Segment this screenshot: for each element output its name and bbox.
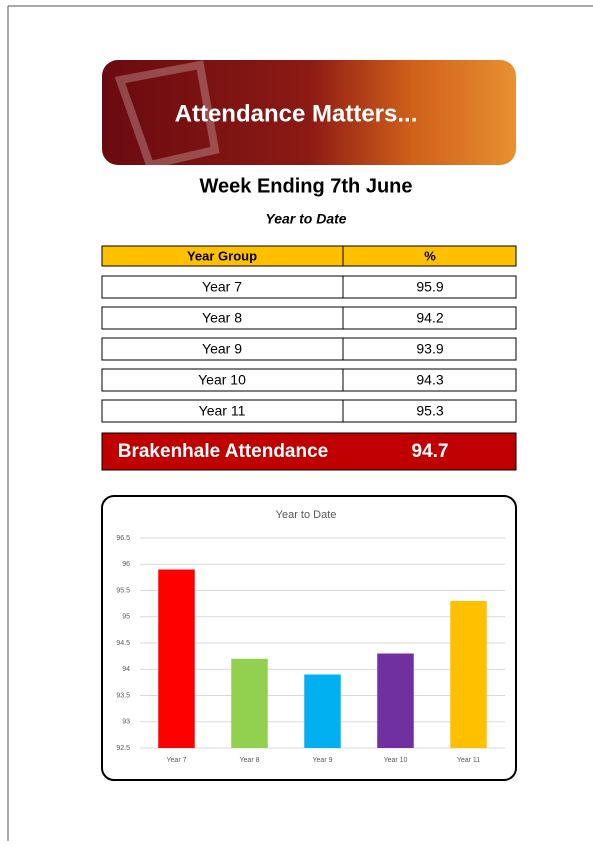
table-header [102, 246, 516, 266]
row-value: 93.9 [416, 341, 443, 357]
subheading: Year to Date [265, 211, 346, 227]
total-value: 94.7 [412, 441, 449, 462]
table-row [102, 338, 516, 360]
y-tick-label: 93.5 [116, 692, 130, 699]
row-label: Year 7 [202, 279, 242, 295]
row-label: Year 11 [199, 403, 246, 419]
table-row [102, 276, 516, 298]
y-tick-label: 95.5 [116, 587, 130, 594]
y-tick-label: 93 [122, 719, 130, 726]
y-tick-label: 96 [122, 561, 130, 568]
row-value: 95.3 [416, 403, 443, 419]
chart-title: Year to Date [276, 509, 337, 521]
table-row [102, 400, 516, 422]
bar [304, 675, 341, 749]
table-row [102, 307, 516, 329]
x-tick-label: Year 11 [457, 757, 480, 764]
header-cell: Year Group [187, 248, 257, 263]
document: Attendance Matters... Week Ending 7th Ju… [0, 0, 593, 841]
y-tick-label: 96.5 [116, 535, 130, 542]
heading: Week Ending 7th June [200, 175, 413, 197]
x-tick-label: Year 8 [240, 757, 260, 764]
y-tick-label: 95 [122, 614, 130, 621]
bar [158, 570, 195, 749]
row-label: Year 9 [202, 341, 242, 357]
row-value: 94.3 [416, 372, 443, 388]
x-tick-label: Year 10 [384, 757, 408, 764]
bar [377, 654, 414, 749]
page: Attendance Matters... Week Ending 7th Ju… [0, 0, 593, 846]
y-tick-label: 94 [122, 666, 130, 673]
total-label: Brakenhale Attendance [118, 441, 328, 462]
row-label: Year 8 [202, 310, 242, 326]
row-value: 95.9 [416, 279, 443, 295]
y-tick-label: 92.5 [116, 745, 130, 752]
row-value: 94.2 [416, 310, 443, 326]
bar [231, 659, 268, 748]
x-tick-label: Year 9 [313, 757, 333, 764]
bar [450, 601, 487, 748]
y-tick-label: 94.5 [116, 640, 130, 647]
table-row [102, 369, 516, 391]
x-tick-label: Year 7 [167, 757, 187, 764]
banner-title: Attendance Matters... [175, 100, 418, 127]
header-cell: % [424, 248, 436, 263]
row-label: Year 10 [198, 372, 246, 388]
